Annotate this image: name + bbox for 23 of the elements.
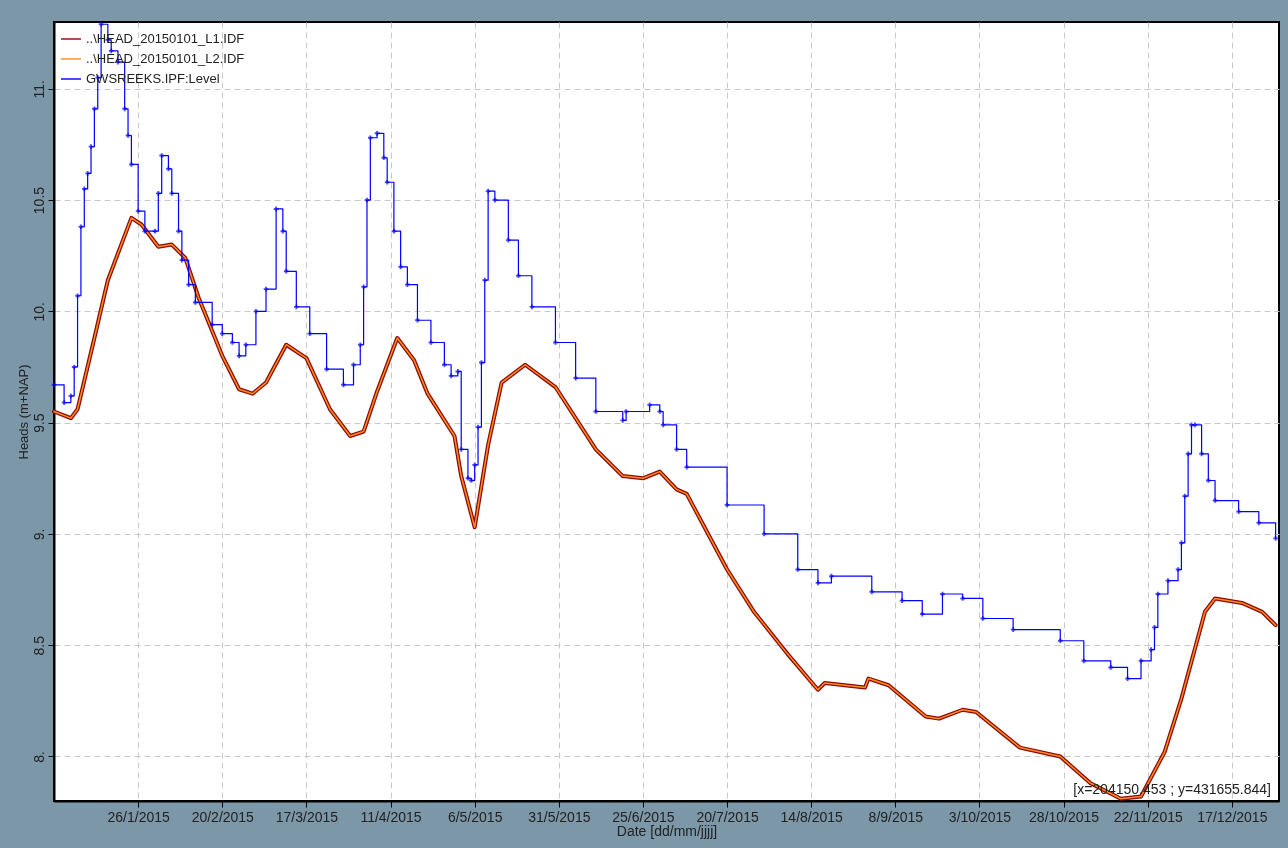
y-tick-label: 9. <box>30 528 47 541</box>
y-tick-label: 11. <box>30 80 47 99</box>
x-tick-label: 20/2/2015 <box>191 808 255 825</box>
y-tick-label: 10. <box>30 302 47 322</box>
x-tick-label: 22/11/2015 <box>1113 808 1183 825</box>
x-tick-label: 31/5/2015 <box>528 808 591 825</box>
x-tick-label: 11/4/2015 <box>360 808 422 825</box>
x-tick-label: 28/10/2015 <box>1029 808 1100 825</box>
x-axis-title: Date [dd/mm/jjjj] <box>616 822 718 839</box>
x-tick-label: 6/5/2015 <box>447 808 503 825</box>
y-tick-label: 8.5 <box>30 635 47 656</box>
x-tick-label: 3/10/2015 <box>948 808 1012 825</box>
x-tick-label: 17/3/2015 <box>275 808 339 825</box>
x-tick-label: 8/9/2015 <box>868 808 924 825</box>
y-tick-label: 9.5 <box>30 413 47 433</box>
y-axis-title: Heads (m+NAP) <box>15 364 31 460</box>
x-tick-label: 17/12/2015 <box>1197 808 1268 825</box>
x-tick-label: 14/8/2015 <box>780 808 844 825</box>
y-tick-label: 8. <box>30 751 47 763</box>
x-tick-label: 25/6/2015 <box>612 808 675 825</box>
x-tick-label: 26/1/2015 <box>107 808 170 825</box>
y-tick-label: 10.5 <box>30 186 47 215</box>
x-tick-label: 20/7/2015 <box>696 808 759 825</box>
